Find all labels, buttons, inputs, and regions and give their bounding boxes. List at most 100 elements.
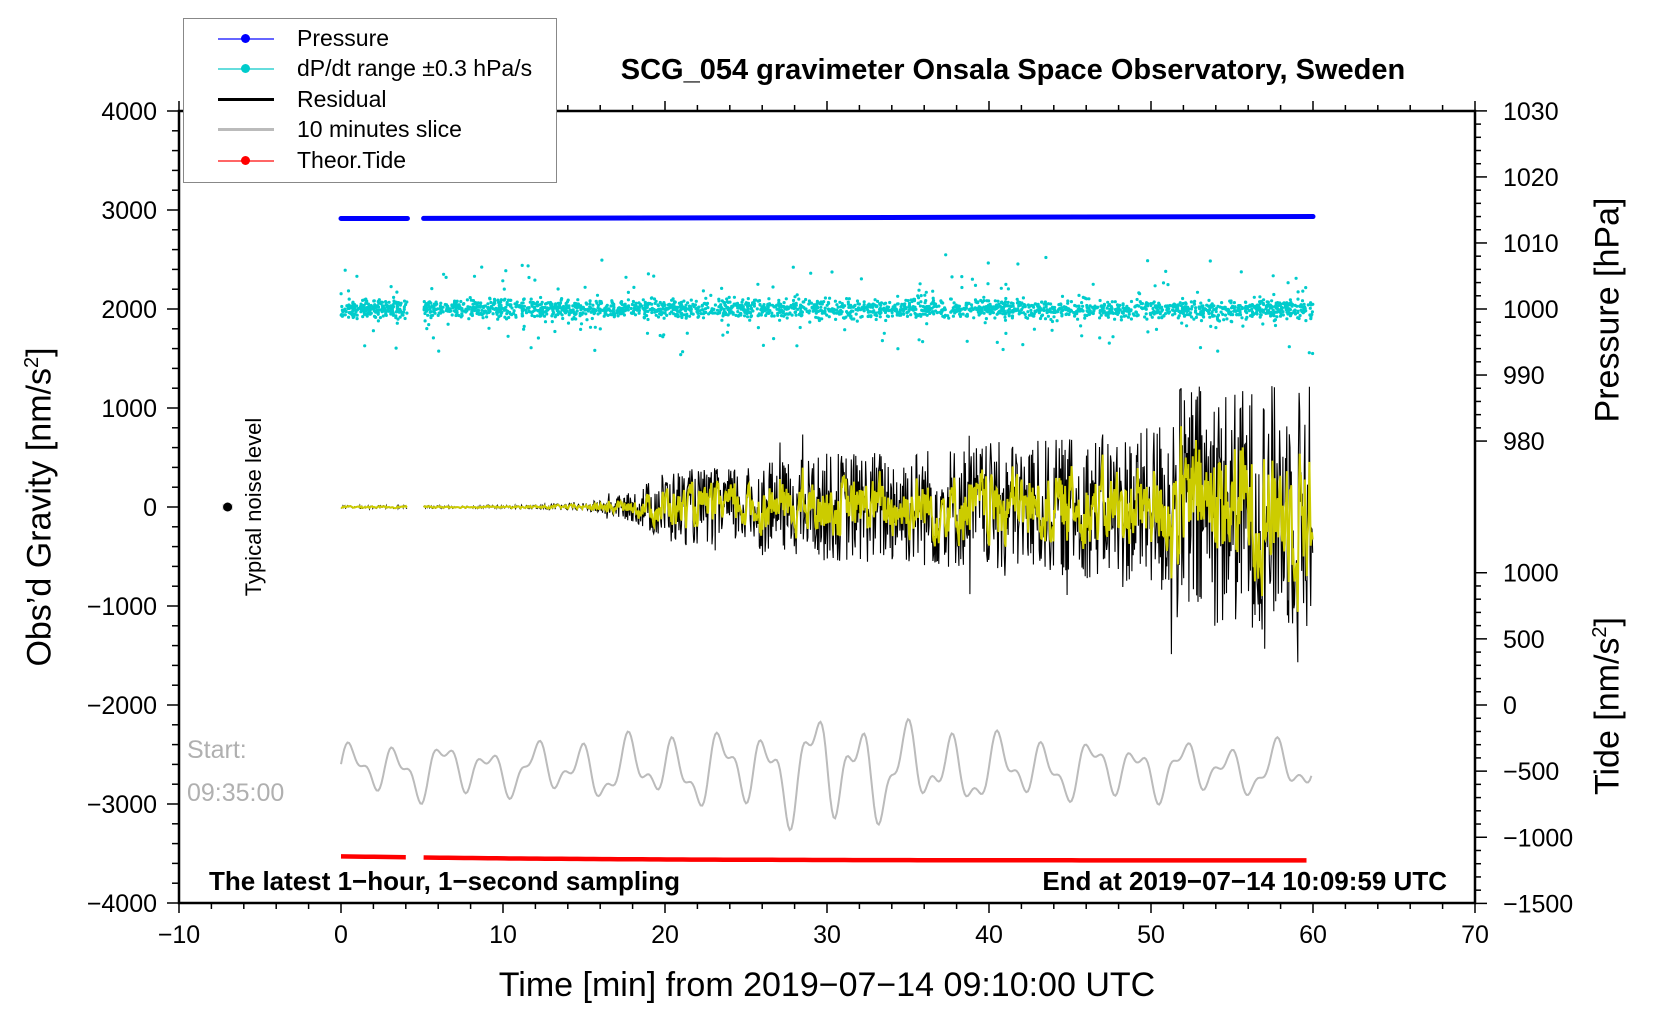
dpdt-point xyxy=(1214,326,1218,330)
dpdt-point xyxy=(795,293,799,297)
dpdt-point xyxy=(387,300,391,304)
dpdt-point xyxy=(778,318,782,322)
pressure-tick-label: 1030 xyxy=(1503,98,1559,126)
dpdt-point xyxy=(758,303,762,307)
dpdt-point xyxy=(536,336,541,340)
dpdt-point xyxy=(1040,300,1044,304)
dpdt-point xyxy=(1276,301,1280,305)
dpdt-point xyxy=(527,309,531,313)
dpdt-point xyxy=(520,301,524,305)
tide-tick-label: −1500 xyxy=(1503,890,1573,918)
dpdt-point xyxy=(1131,312,1135,316)
dpdt-point xyxy=(1121,303,1125,307)
dpdt-point xyxy=(428,310,432,314)
dpdt-point xyxy=(1015,308,1020,312)
dpdt-point xyxy=(1189,311,1193,315)
dpdt-point xyxy=(884,301,888,305)
dpdt-point xyxy=(533,278,537,282)
dpdt-point xyxy=(395,290,399,294)
dpdt-point xyxy=(1281,313,1285,317)
legend-marker xyxy=(241,156,250,165)
dpdt-point xyxy=(576,298,580,302)
dpdt-point xyxy=(703,307,708,311)
dpdt-point xyxy=(1001,312,1005,316)
dpdt-point xyxy=(564,306,569,310)
dpdt-point xyxy=(825,303,829,307)
dpdt-point xyxy=(1151,310,1155,315)
dpdt-point xyxy=(719,303,723,307)
dpdt-point xyxy=(891,305,895,309)
dpdt-point xyxy=(376,319,380,323)
dpdt-point xyxy=(442,272,446,276)
dpdt-point xyxy=(1214,309,1218,314)
dpdt-point xyxy=(697,314,701,318)
dpdt-point xyxy=(969,309,973,313)
dpdt-point xyxy=(1208,259,1212,263)
dpdt-point xyxy=(1309,317,1313,321)
x-tick-label: 70 xyxy=(1461,921,1489,949)
dpdt-point xyxy=(767,311,771,315)
dpdt-point xyxy=(384,301,388,305)
dpdt-point xyxy=(807,302,811,306)
dpdt-point xyxy=(533,314,537,319)
dpdt-point xyxy=(954,310,959,314)
dpdt-point xyxy=(1284,304,1288,308)
dpdt-point xyxy=(1292,309,1296,313)
dpdt-point xyxy=(889,308,893,312)
dpdt-point xyxy=(681,307,685,311)
dpdt-point xyxy=(685,314,689,318)
dpdt-point xyxy=(621,306,625,310)
dpdt-point xyxy=(450,313,454,317)
dpdt-point xyxy=(394,314,398,318)
dpdt-point xyxy=(637,311,641,315)
dpdt-point xyxy=(895,302,900,306)
dpdt-point xyxy=(791,302,796,306)
dpdt-point xyxy=(1135,314,1139,318)
dpdt-point xyxy=(811,309,815,313)
dpdt-point xyxy=(706,306,710,310)
dpdt-point xyxy=(571,304,575,308)
dpdt-point xyxy=(790,313,794,317)
dpdt-point xyxy=(1165,308,1169,312)
dpdt-point xyxy=(834,317,838,321)
dpdt-point xyxy=(384,312,388,316)
dpdt-point xyxy=(1184,301,1188,305)
dpdt-point xyxy=(1087,312,1091,316)
dpdt-point xyxy=(925,322,929,326)
dpdt-point xyxy=(885,305,889,309)
dpdt-point xyxy=(1016,300,1020,304)
dpdt-point xyxy=(1080,334,1084,338)
dpdt-point xyxy=(512,309,516,313)
dpdt-point xyxy=(394,346,398,350)
dpdt-point xyxy=(567,311,572,315)
dpdt-point xyxy=(1059,307,1064,312)
dpdt-point xyxy=(1064,312,1068,317)
dpdt-point xyxy=(904,306,908,310)
dpdt-point xyxy=(1235,312,1239,317)
dpdt-point xyxy=(766,305,770,309)
y-tick-label: 4000 xyxy=(101,98,157,126)
dpdt-point xyxy=(1304,286,1308,290)
dpdt-point xyxy=(402,299,407,303)
dpdt-point xyxy=(598,327,602,331)
dpdt-point xyxy=(1286,312,1290,316)
dpdt-point xyxy=(496,298,500,302)
dpdt-point xyxy=(632,285,636,289)
tide-series xyxy=(340,854,406,860)
dpdt-point xyxy=(347,297,351,301)
dpdt-point xyxy=(538,314,542,318)
dpdt-point xyxy=(701,289,706,293)
dpdt-point xyxy=(1122,314,1126,318)
dpdt-point xyxy=(667,302,672,306)
dpdt-point xyxy=(426,303,430,307)
dpdt-point xyxy=(1222,318,1226,322)
dpdt-point xyxy=(866,314,870,319)
dpdt-point xyxy=(932,305,936,309)
dpdt-point xyxy=(655,309,659,313)
dpdt-point xyxy=(1020,301,1024,305)
dpdt-point xyxy=(859,277,864,281)
dpdt-point xyxy=(809,301,814,305)
dpdt-point xyxy=(860,307,864,311)
dpdt-point xyxy=(446,309,450,313)
dpdt-point xyxy=(460,307,464,311)
